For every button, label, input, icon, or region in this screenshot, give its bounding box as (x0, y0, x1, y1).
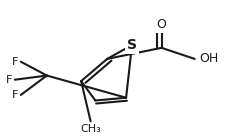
Text: F: F (12, 90, 18, 100)
Text: OH: OH (199, 52, 218, 65)
Text: F: F (12, 57, 18, 67)
Text: S: S (127, 38, 137, 52)
Text: CH₃: CH₃ (80, 124, 101, 134)
Text: F: F (6, 75, 12, 85)
Text: O: O (157, 18, 167, 32)
